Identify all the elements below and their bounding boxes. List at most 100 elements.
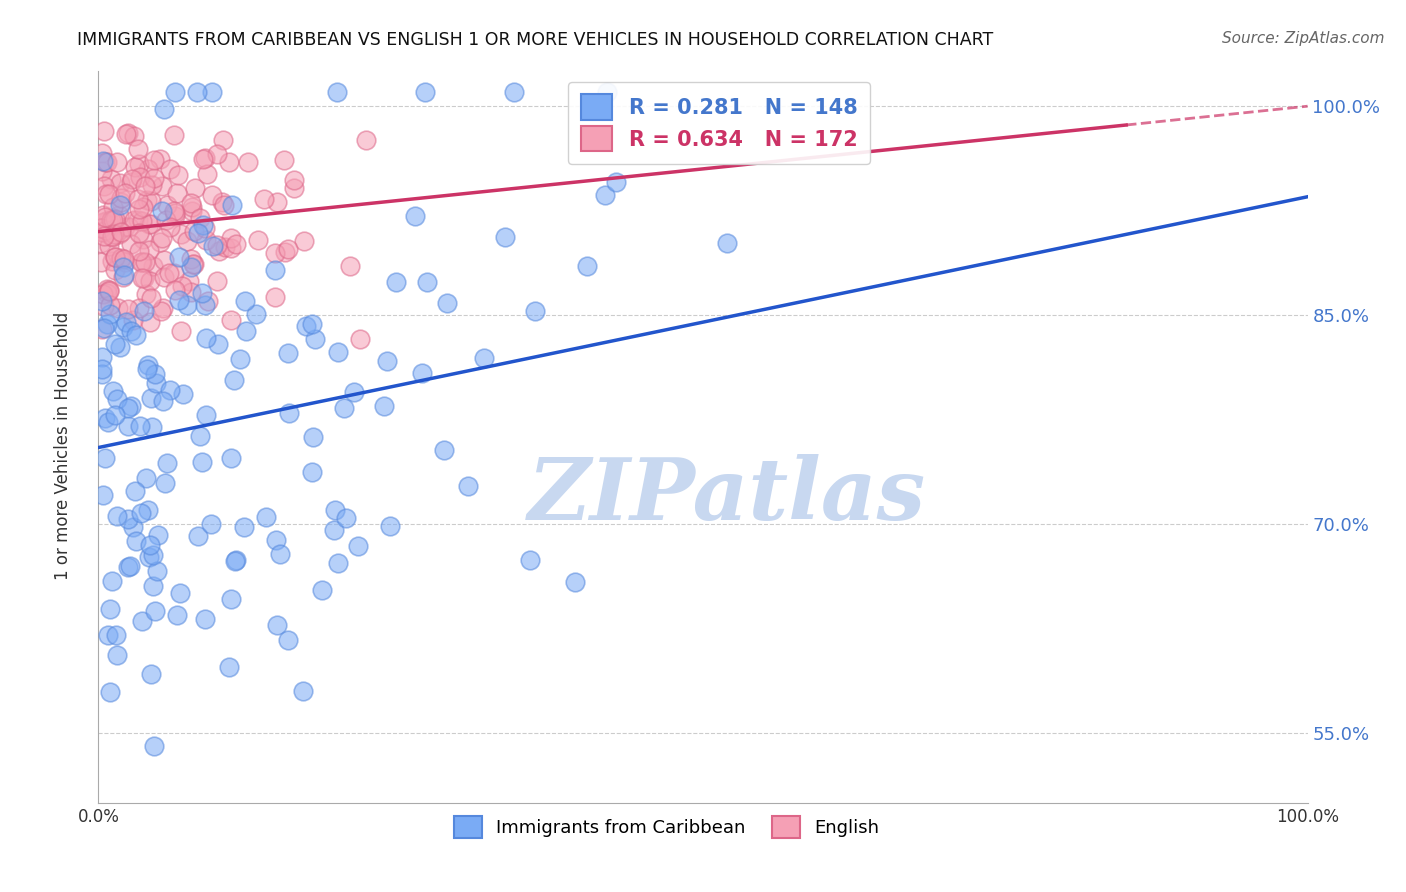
Point: [150, 179, 173, 194]
Point: [212, 198, 235, 212]
Point: [93, 320, 115, 334]
Point: [165, 205, 187, 219]
Point: [304, 332, 326, 346]
Point: [416, 275, 439, 289]
Point: [201, 85, 224, 99]
Point: [205, 237, 228, 252]
Point: [172, 387, 194, 401]
Point: [194, 298, 217, 312]
Point: [235, 324, 257, 338]
Point: [101, 228, 124, 243]
Point: [311, 582, 333, 597]
Point: [219, 450, 242, 465]
Point: [112, 252, 135, 266]
Point: [93, 124, 115, 138]
Point: [291, 684, 314, 698]
Point: [593, 187, 616, 202]
Point: [94, 155, 117, 169]
Point: [120, 399, 142, 413]
Point: [142, 548, 165, 562]
Point: [94, 211, 117, 225]
Point: [380, 519, 402, 533]
Point: [180, 204, 202, 219]
Point: [436, 295, 458, 310]
Point: [202, 239, 225, 253]
Point: [301, 465, 323, 479]
Point: [128, 244, 150, 258]
Point: [145, 564, 167, 578]
Point: [101, 213, 124, 227]
Text: IMMIGRANTS FROM CARIBBEAN VS ENGLISH 1 OR MORE VEHICLES IN HOUSEHOLD CORRELATION: IMMIGRANTS FROM CARIBBEAN VS ENGLISH 1 O…: [77, 31, 994, 49]
Point: [93, 153, 115, 168]
Point: [163, 128, 186, 142]
Point: [295, 318, 318, 333]
Point: [323, 503, 346, 517]
Point: [519, 553, 541, 567]
Point: [112, 269, 135, 284]
Point: [117, 560, 139, 574]
Point: [166, 186, 188, 200]
Point: [283, 181, 305, 195]
Point: [149, 153, 172, 167]
Point: [100, 171, 122, 186]
Point: [132, 232, 155, 246]
Point: [155, 456, 177, 470]
Point: [266, 533, 288, 548]
Point: [180, 260, 202, 274]
Point: [145, 376, 167, 391]
Point: [254, 510, 277, 524]
Point: [218, 155, 240, 169]
Point: [108, 252, 131, 267]
Point: [190, 455, 212, 469]
Point: [142, 739, 165, 754]
Point: [187, 529, 209, 543]
Point: [292, 235, 315, 249]
Point: [332, 401, 354, 415]
Point: [96, 318, 118, 332]
Point: [163, 210, 186, 224]
Point: [180, 252, 202, 266]
Point: [605, 175, 627, 189]
Point: [96, 282, 118, 296]
Point: [94, 223, 117, 237]
Point: [224, 554, 246, 568]
Point: [104, 337, 127, 351]
Point: [135, 471, 157, 485]
Point: [138, 358, 160, 372]
Point: [131, 271, 153, 285]
Point: [263, 290, 285, 304]
Point: [159, 384, 181, 398]
Point: [117, 126, 139, 140]
Point: [170, 227, 193, 242]
Point: [142, 259, 165, 273]
Point: [233, 520, 256, 534]
Point: [91, 145, 114, 160]
Point: [576, 259, 599, 273]
Point: [104, 250, 127, 264]
Point: [97, 239, 120, 253]
Point: [124, 484, 146, 499]
Point: [139, 274, 162, 288]
Point: [225, 236, 247, 251]
Point: [225, 553, 247, 567]
Point: [139, 315, 162, 329]
Point: [131, 614, 153, 628]
Point: [150, 231, 173, 245]
Point: [90, 255, 112, 269]
Point: [128, 157, 150, 171]
Point: [152, 204, 174, 219]
Point: [97, 213, 120, 227]
Point: [129, 255, 152, 269]
Point: [149, 303, 172, 318]
Point: [200, 517, 222, 532]
Point: [245, 307, 267, 321]
Point: [96, 285, 118, 300]
Point: [180, 285, 202, 300]
Point: [125, 534, 148, 549]
Point: [90, 221, 112, 235]
Point: [224, 373, 246, 387]
Point: [373, 399, 395, 413]
Point: [114, 186, 136, 200]
Point: [214, 240, 236, 254]
Point: [104, 250, 127, 264]
